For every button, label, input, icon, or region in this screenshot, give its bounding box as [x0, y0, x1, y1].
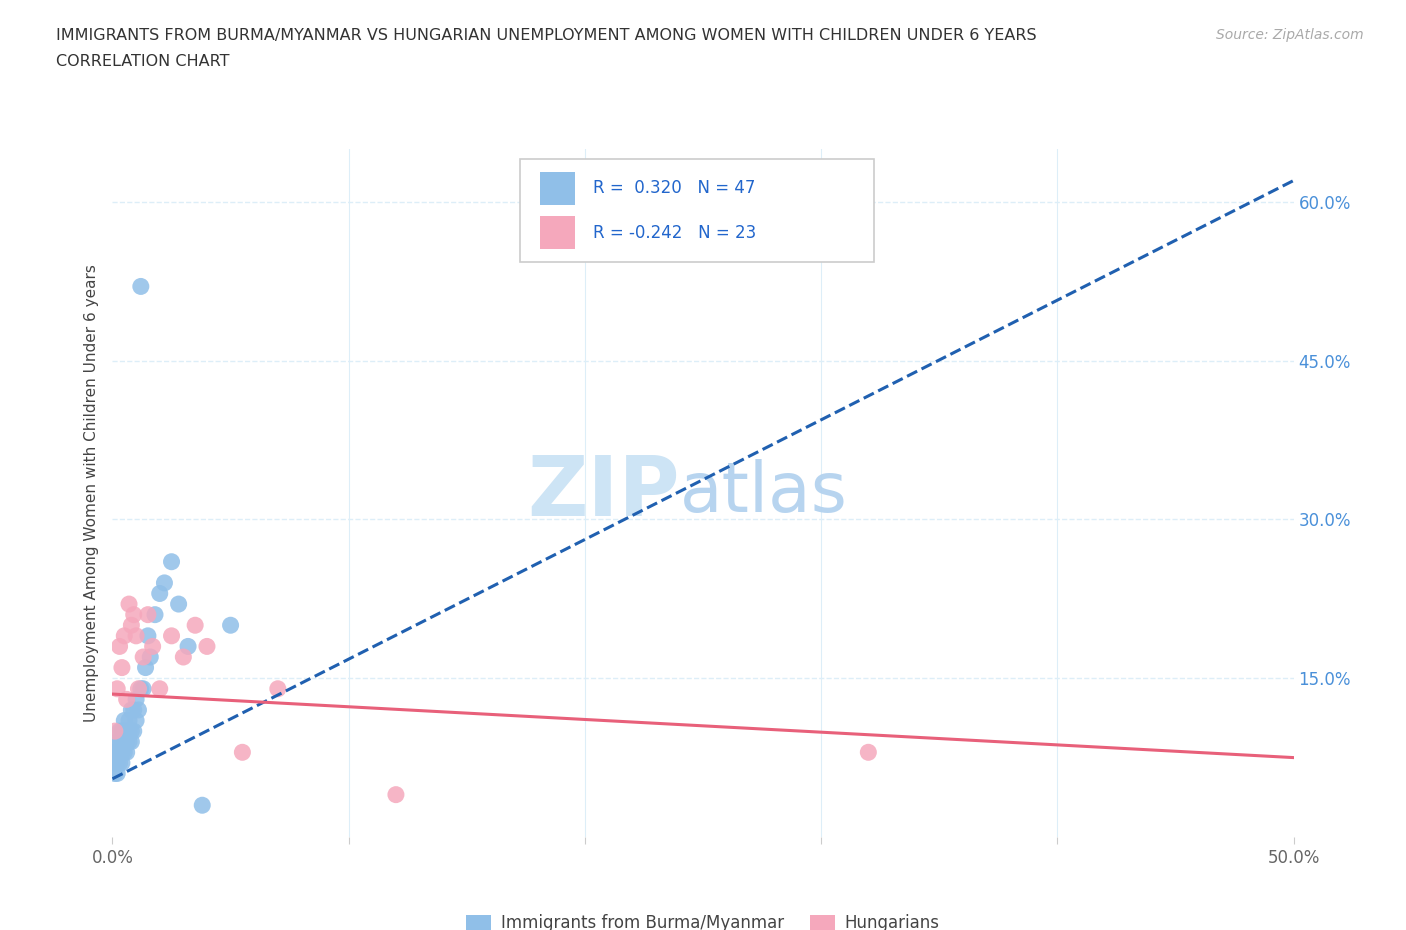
Point — [129, 279, 152, 294]
Point — [115, 692, 138, 707]
Point — [104, 766, 127, 781]
Point — [149, 586, 172, 601]
Point — [129, 682, 152, 697]
Point — [115, 745, 138, 760]
FancyBboxPatch shape — [540, 172, 575, 205]
Point — [112, 745, 135, 760]
Point — [105, 745, 128, 760]
Point — [108, 724, 131, 738]
FancyBboxPatch shape — [540, 217, 575, 249]
Point — [177, 639, 200, 654]
Point — [118, 713, 141, 728]
Text: Source: ZipAtlas.com: Source: ZipAtlas.com — [1216, 28, 1364, 42]
Point — [127, 702, 149, 717]
Point — [112, 629, 135, 644]
Point — [120, 724, 142, 738]
Point — [219, 618, 242, 632]
Point — [105, 682, 128, 697]
Point — [111, 660, 134, 675]
Text: ZIP: ZIP — [527, 452, 679, 534]
Point — [108, 755, 131, 770]
Point — [120, 618, 142, 632]
Point — [231, 745, 253, 760]
Point — [118, 597, 141, 612]
Point — [111, 735, 134, 750]
Point — [160, 554, 183, 569]
Point — [385, 787, 408, 802]
Point — [112, 724, 135, 738]
Point — [267, 682, 290, 697]
Point — [136, 629, 159, 644]
Point — [139, 649, 162, 664]
Point — [127, 682, 149, 697]
Point — [111, 755, 134, 770]
Point — [115, 735, 138, 750]
Point — [149, 682, 172, 697]
Point — [122, 702, 145, 717]
Point — [858, 745, 880, 760]
Point — [184, 618, 207, 632]
Point — [122, 607, 145, 622]
Point — [135, 660, 157, 675]
Point — [142, 639, 165, 654]
Point — [112, 713, 135, 728]
Point — [120, 702, 142, 717]
Point — [105, 735, 128, 750]
Point — [118, 724, 141, 738]
FancyBboxPatch shape — [520, 159, 875, 262]
Point — [167, 597, 190, 612]
Point — [111, 745, 134, 760]
Point — [115, 724, 138, 738]
Point — [195, 639, 218, 654]
Point — [122, 724, 145, 738]
Point — [160, 629, 183, 644]
Point — [172, 649, 194, 664]
Point — [118, 735, 141, 750]
Point — [104, 745, 127, 760]
Point — [108, 735, 131, 750]
Point — [136, 607, 159, 622]
Point — [105, 766, 128, 781]
Point — [104, 755, 127, 770]
Point — [112, 735, 135, 750]
Text: atlas: atlas — [679, 459, 848, 526]
Point — [125, 692, 148, 707]
Point — [105, 755, 128, 770]
Point — [108, 745, 131, 760]
Text: R =  0.320   N = 47: R = 0.320 N = 47 — [593, 179, 755, 197]
Point — [191, 798, 214, 813]
Legend: Immigrants from Burma/Myanmar, Hungarians: Immigrants from Burma/Myanmar, Hungarian… — [460, 908, 946, 930]
Y-axis label: Unemployment Among Women with Children Under 6 years: Unemployment Among Women with Children U… — [83, 264, 98, 722]
Point — [143, 607, 166, 622]
Point — [111, 724, 134, 738]
Point — [132, 649, 155, 664]
Point — [104, 724, 127, 738]
Point — [120, 735, 142, 750]
Point — [108, 639, 131, 654]
Text: CORRELATION CHART: CORRELATION CHART — [56, 54, 229, 69]
Point — [132, 682, 155, 697]
Point — [125, 629, 148, 644]
Point — [153, 576, 176, 591]
Point — [125, 713, 148, 728]
Text: R = -0.242   N = 23: R = -0.242 N = 23 — [593, 224, 756, 242]
Text: IMMIGRANTS FROM BURMA/MYANMAR VS HUNGARIAN UNEMPLOYMENT AMONG WOMEN WITH CHILDRE: IMMIGRANTS FROM BURMA/MYANMAR VS HUNGARI… — [56, 28, 1036, 43]
